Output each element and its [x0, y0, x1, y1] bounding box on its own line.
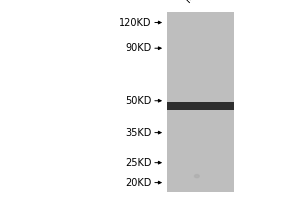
Text: 120KD: 120KD	[119, 18, 152, 28]
Circle shape	[194, 175, 199, 178]
Text: 25KD: 25KD	[125, 158, 152, 168]
Text: 90KD: 90KD	[125, 43, 152, 53]
Text: 20KD: 20KD	[125, 178, 152, 188]
Text: MCF-7: MCF-7	[183, 0, 213, 4]
Text: 35KD: 35KD	[125, 128, 152, 138]
Bar	[167, 102, 234, 110]
Bar	[167, 12, 234, 192]
Text: 50KD: 50KD	[125, 96, 152, 106]
